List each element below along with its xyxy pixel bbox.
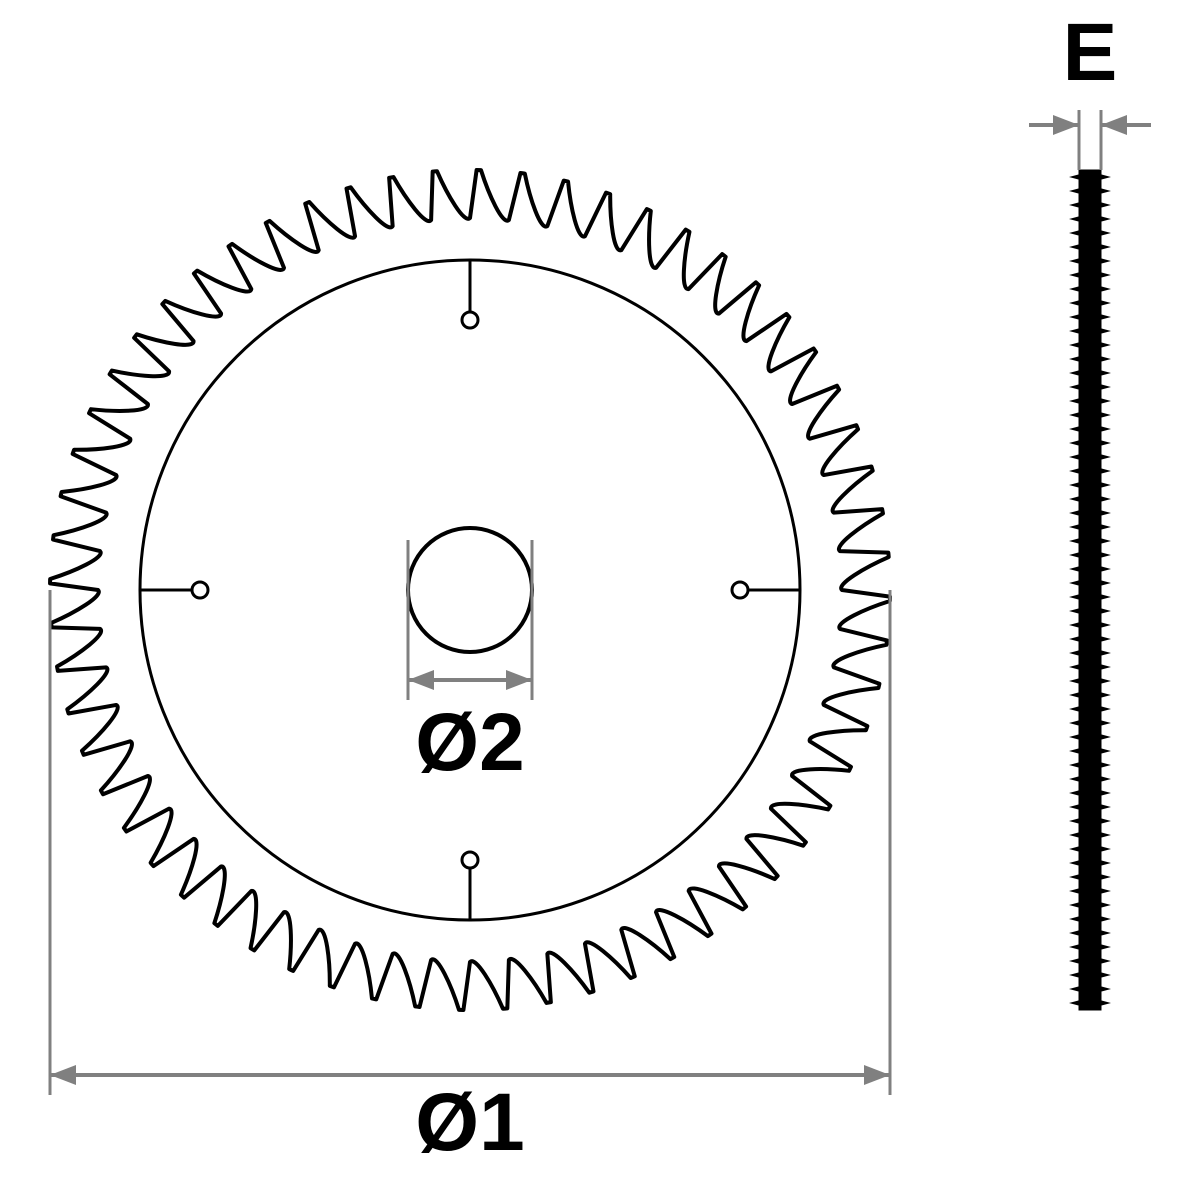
arrowhead-icon <box>864 1065 890 1085</box>
relief-slot-hole <box>462 852 478 868</box>
arbor-bore <box>408 528 532 652</box>
relief-slot-hole <box>732 582 748 598</box>
side-profile <box>1071 170 1109 1010</box>
saw-blade-diagram: Ø1 Ø2 E <box>0 0 1200 1200</box>
d2-label: Ø2 <box>415 697 524 788</box>
arrowhead-icon <box>1053 115 1079 135</box>
e-label: E <box>1063 7 1118 98</box>
arrowhead-icon <box>50 1065 76 1085</box>
d1-label: Ø1 <box>415 1077 524 1168</box>
arrowhead-icon <box>1101 115 1127 135</box>
relief-slot-hole <box>192 582 208 598</box>
relief-slot-hole <box>462 312 478 328</box>
